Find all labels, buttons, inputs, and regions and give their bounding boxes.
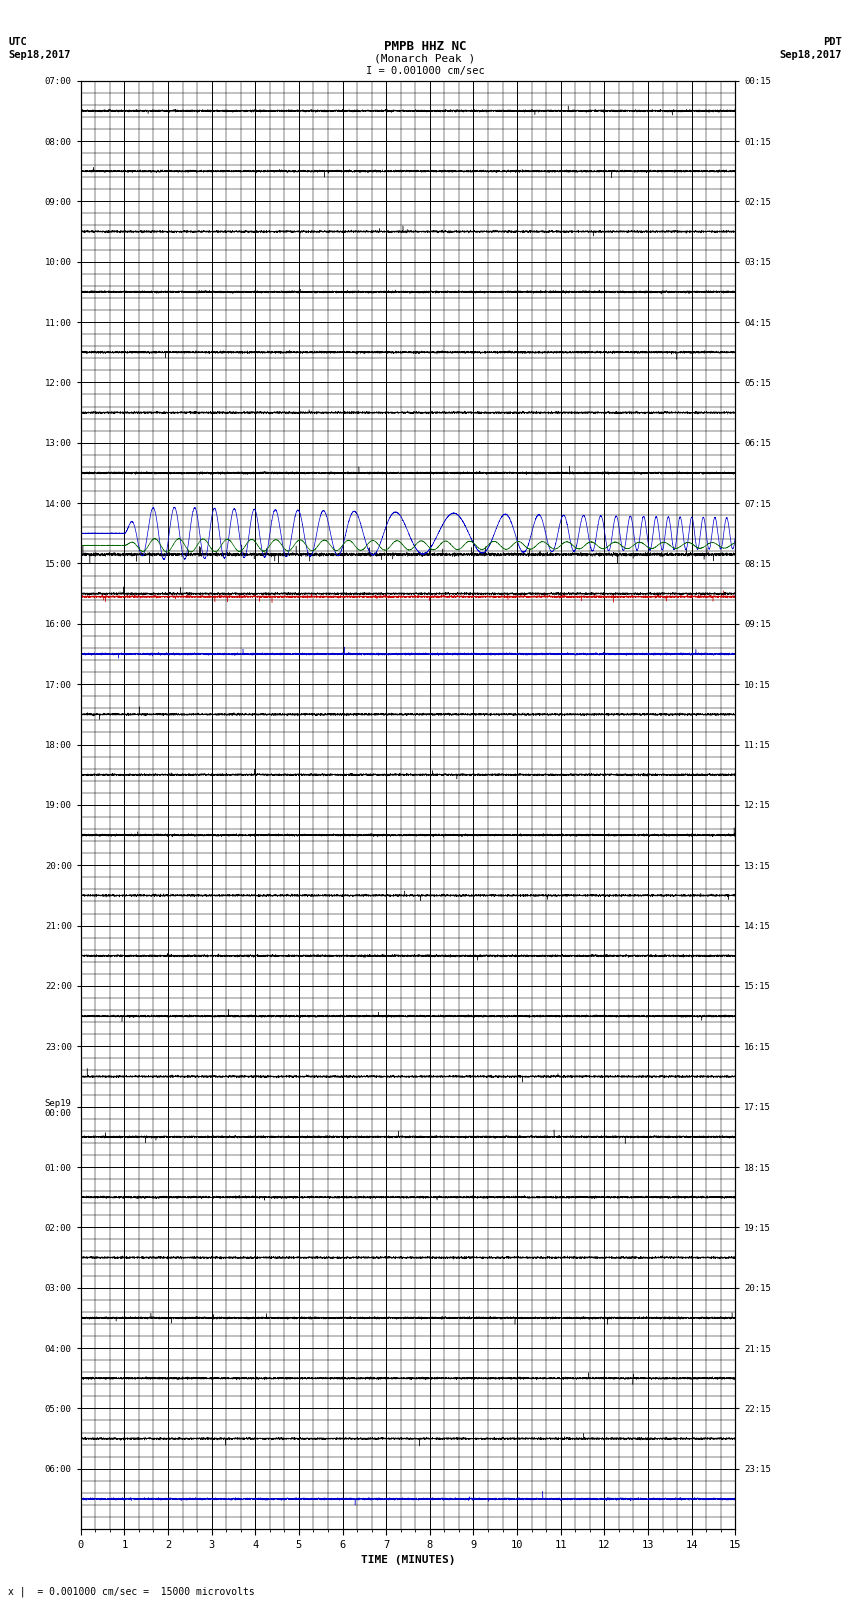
Text: PMPB HHZ NC: PMPB HHZ NC	[383, 40, 467, 53]
Text: UTC: UTC	[8, 37, 27, 47]
Text: x |  = 0.001000 cm/sec =  15000 microvolts: x | = 0.001000 cm/sec = 15000 microvolts	[8, 1586, 255, 1597]
Text: PDT: PDT	[823, 37, 842, 47]
Text: Sep18,2017: Sep18,2017	[779, 50, 842, 60]
Text: (Monarch Peak ): (Monarch Peak )	[374, 53, 476, 63]
Text: Sep18,2017: Sep18,2017	[8, 50, 71, 60]
X-axis label: TIME (MINUTES): TIME (MINUTES)	[360, 1555, 456, 1565]
Text: I = 0.001000 cm/sec: I = 0.001000 cm/sec	[366, 66, 484, 76]
